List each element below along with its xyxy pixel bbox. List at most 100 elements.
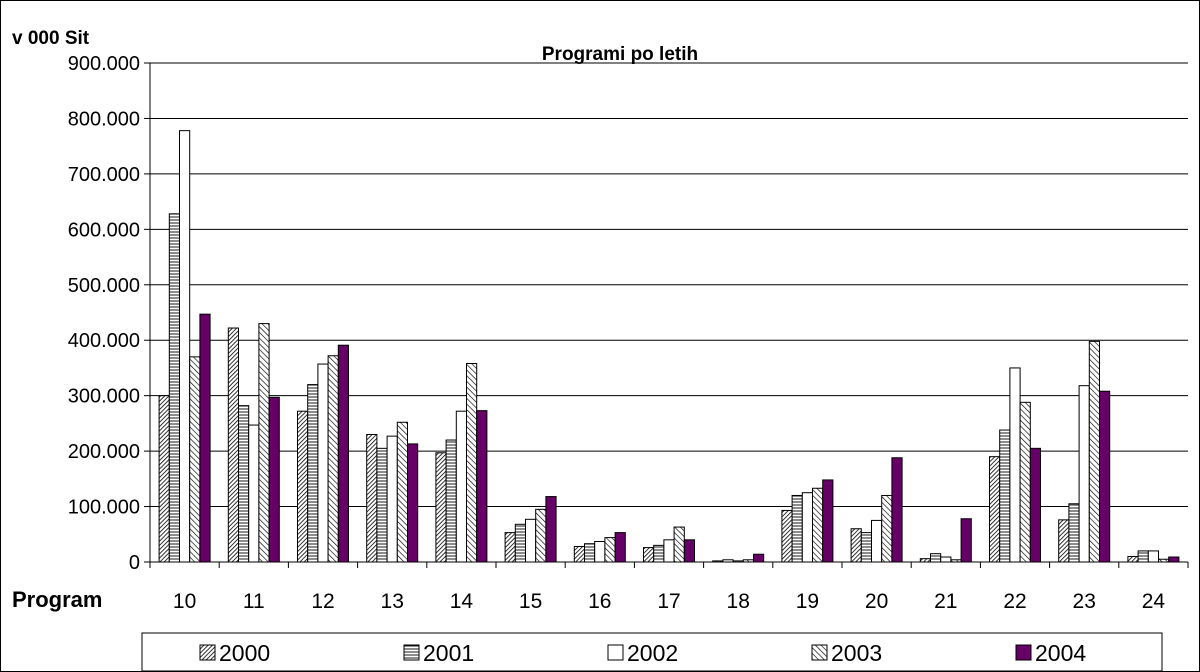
x-tick-label: 22 bbox=[1003, 590, 1026, 613]
bar-14-2004 bbox=[476, 410, 488, 563]
legend-swatch-2000 bbox=[199, 644, 216, 661]
y-axis-title: v 000 Sit bbox=[12, 28, 90, 49]
bar-15-2000 bbox=[504, 532, 516, 563]
bar-13-2001 bbox=[376, 447, 388, 563]
y-tick-label: 300.000 bbox=[68, 386, 140, 408]
x-tick-label: 18 bbox=[727, 590, 750, 613]
bar-23-2000 bbox=[1058, 519, 1070, 563]
bar-11-2002 bbox=[248, 424, 260, 563]
bar-18-2004 bbox=[753, 553, 765, 563]
bar-21-2002 bbox=[940, 556, 952, 563]
bar-11-2003 bbox=[258, 323, 270, 563]
legend-swatch-2001 bbox=[403, 644, 420, 661]
x-tick-label: 17 bbox=[657, 590, 680, 613]
bar-15-2001 bbox=[514, 523, 526, 563]
bar-22-2001 bbox=[999, 429, 1011, 563]
legend-label-2004: 2004 bbox=[1035, 640, 1086, 666]
x-axis-title: Program bbox=[12, 587, 102, 612]
bar-10-2003 bbox=[189, 356, 201, 563]
bar-24-2004 bbox=[1168, 556, 1180, 563]
x-tick-label: 11 bbox=[243, 590, 265, 613]
bar-22-2002 bbox=[1009, 367, 1021, 563]
x-tick-label: 10 bbox=[173, 590, 196, 613]
legend-label-2000: 2000 bbox=[219, 640, 270, 666]
legend-swatch-2004 bbox=[1015, 644, 1032, 661]
bar-12-2001 bbox=[307, 384, 319, 563]
bar-22-2003 bbox=[1019, 401, 1031, 563]
x-tick-label: 14 bbox=[450, 590, 474, 613]
bar-16-2002 bbox=[594, 540, 606, 563]
bar-17-2001 bbox=[653, 544, 665, 563]
y-tick-label: 700.000 bbox=[68, 164, 140, 186]
x-tick-label: 24 bbox=[1142, 590, 1166, 613]
bar-13-2000 bbox=[366, 433, 378, 563]
x-tick-label: 15 bbox=[519, 590, 542, 613]
x-tick-label: 20 bbox=[865, 590, 888, 613]
bar-24-2002 bbox=[1147, 550, 1160, 563]
x-tick-label: 13 bbox=[381, 590, 404, 613]
legend-swatch-2002 bbox=[607, 644, 624, 661]
bar-13-2004 bbox=[407, 443, 419, 563]
y-tick-label: 400.000 bbox=[68, 330, 140, 352]
legend-swatch-2003 bbox=[811, 644, 828, 661]
bar-13-2003 bbox=[396, 421, 408, 563]
bars bbox=[158, 130, 1180, 563]
bar-11-2004 bbox=[268, 396, 280, 563]
legend-label-2001: 2001 bbox=[423, 640, 474, 666]
x-tick-label: 23 bbox=[1073, 590, 1096, 613]
bar-10-2002 bbox=[179, 130, 191, 563]
bar-14-2003 bbox=[466, 363, 478, 563]
bar-16-2000 bbox=[573, 545, 585, 563]
bar-12-2000 bbox=[297, 410, 309, 563]
y-tick-label: 200.000 bbox=[68, 441, 140, 463]
legend-label-2002: 2002 bbox=[627, 640, 678, 666]
legend-box bbox=[141, 632, 1163, 672]
bar-11-2000 bbox=[227, 327, 240, 563]
bar-22-2004 bbox=[1029, 447, 1042, 563]
y-tick-label: 100.000 bbox=[68, 497, 140, 519]
bar-19-2002 bbox=[801, 492, 813, 563]
bar-20-2000 bbox=[850, 528, 862, 563]
x-axis-ticks: 10 11 12 13 14 15 16 17 18 19 20 21 22 23 24 bbox=[149, 562, 1189, 613]
chart-title: Programi po letih bbox=[542, 44, 698, 65]
y-tick-label: 600.000 bbox=[68, 219, 140, 241]
bar-12-2004 bbox=[337, 344, 349, 563]
bar-21-2004 bbox=[960, 518, 972, 563]
legend-label-2003: 2003 bbox=[831, 640, 882, 666]
bar-16-2001 bbox=[584, 543, 596, 563]
bar-12-2003 bbox=[327, 355, 339, 563]
bar-14-2001 bbox=[445, 439, 457, 563]
bar-14-2002 bbox=[455, 410, 467, 563]
bar-10-2001 bbox=[168, 213, 181, 563]
x-tick-label: 19 bbox=[796, 590, 819, 613]
x-tick-label: 16 bbox=[588, 590, 611, 613]
bar-20-2003 bbox=[881, 494, 893, 563]
bar-20-2002 bbox=[871, 519, 883, 563]
y-axis-ticks: 0 100.000 200.000 300.000 400.000 500.000 600.… bbox=[68, 53, 150, 574]
bar-17-2002 bbox=[663, 539, 675, 563]
bar-16-2003 bbox=[604, 537, 616, 563]
bar-10-2004 bbox=[199, 313, 211, 563]
bar-23-2001 bbox=[1068, 503, 1080, 563]
legend: 2000 2001 2002 2003 2004 bbox=[141, 632, 1163, 672]
y-tick-label: 0 bbox=[129, 552, 140, 574]
bar-14-2000 bbox=[435, 452, 447, 563]
bar-17-2004 bbox=[683, 539, 695, 563]
bar-15-2003 bbox=[535, 508, 547, 563]
axes bbox=[149, 63, 1188, 563]
y-tick-label: 900.000 bbox=[68, 53, 140, 75]
bar-15-2002 bbox=[525, 518, 537, 563]
x-tick-label: 12 bbox=[311, 590, 334, 613]
bar-19-2000 bbox=[781, 509, 793, 563]
bar-21-2001 bbox=[930, 553, 942, 563]
bar-10-2000 bbox=[158, 395, 170, 563]
bar-19-2004 bbox=[822, 479, 834, 563]
bar-23-2003 bbox=[1088, 340, 1101, 563]
bar-24-2001 bbox=[1137, 550, 1149, 563]
bar-24-2000 bbox=[1127, 555, 1139, 563]
bar-11-2001 bbox=[238, 405, 250, 563]
bar-22-2000 bbox=[989, 456, 1001, 563]
bar-12-2002 bbox=[317, 363, 329, 563]
x-tick-label: 21 bbox=[934, 590, 957, 613]
